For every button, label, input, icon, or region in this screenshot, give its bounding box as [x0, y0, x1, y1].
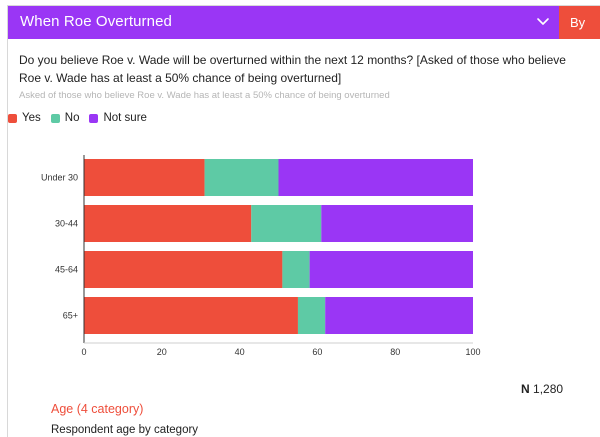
- sample-size-value: 1,280: [533, 382, 564, 396]
- sample-size: N 1,280: [521, 382, 563, 396]
- chart-header: When Roe Overturned By: [8, 6, 600, 39]
- x-tick-label-4: 80: [390, 347, 400, 357]
- bar-not-sure-0[interactable]: [278, 159, 474, 196]
- x-tick-label-5: 100: [465, 347, 480, 357]
- legend-item-not-sure[interactable]: Not sure: [89, 112, 147, 124]
- bar-not-sure-2[interactable]: [309, 251, 473, 288]
- bar-yes-3[interactable]: [84, 297, 298, 334]
- bar-yes-2[interactable]: [84, 251, 283, 288]
- x-tick-label-3: 60: [312, 347, 322, 357]
- y-tick-label-2: 45-64: [55, 265, 78, 275]
- variable-description: Respondent age by category: [51, 424, 199, 436]
- y-tick-label-0: Under 30: [41, 173, 78, 183]
- legend-label-yes: Yes: [22, 112, 41, 124]
- bar-no-3[interactable]: [297, 297, 326, 334]
- bar-not-sure-3[interactable]: [325, 297, 473, 334]
- legend-item-no[interactable]: No: [50, 112, 80, 124]
- bar-yes-0[interactable]: [84, 159, 205, 196]
- x-tick-label-1: 20: [157, 347, 167, 357]
- x-tick-label-0: 0: [81, 347, 86, 357]
- question-text: Do you believe Roe v. Wade will be overt…: [19, 53, 566, 85]
- bar-no-1[interactable]: [251, 205, 322, 242]
- legend-label-not-sure: Not sure: [103, 112, 147, 124]
- chevron-down-icon[interactable]: [525, 13, 561, 33]
- bar-no-0[interactable]: [204, 159, 279, 196]
- legend-item-yes[interactable]: Yes: [8, 112, 41, 124]
- x-tick-label-2: 40: [235, 347, 245, 357]
- bar-not-sure-1[interactable]: [321, 205, 473, 242]
- y-tick-label-3: 65+: [63, 311, 78, 321]
- subquestion-text: Asked of those who believe Roe v. Wade h…: [19, 90, 390, 101]
- byline-button[interactable]: By: [559, 6, 600, 39]
- bar-yes-1[interactable]: [84, 205, 252, 242]
- legend-label-no: No: [64, 112, 80, 124]
- chart-card: When Roe Overturned By Do you believe Ro…: [7, 5, 600, 437]
- legend-swatch-no: [50, 113, 60, 123]
- chart-title: When Roe Overturned: [20, 13, 172, 30]
- stacked-bar-chart: Under 30 30-44 45-64 65+ 0 20 40 60 80 100: [41, 155, 481, 357]
- variable-name[interactable]: Age (4 category): [51, 402, 144, 416]
- y-tick-label-1: 30-44: [55, 219, 78, 229]
- legend: Yes No Not sure: [8, 110, 157, 126]
- legend-swatch-not-sure: [89, 113, 99, 123]
- sample-size-label: N: [521, 382, 530, 396]
- legend-swatch-yes: [8, 113, 17, 123]
- bar-no-2[interactable]: [282, 251, 310, 288]
